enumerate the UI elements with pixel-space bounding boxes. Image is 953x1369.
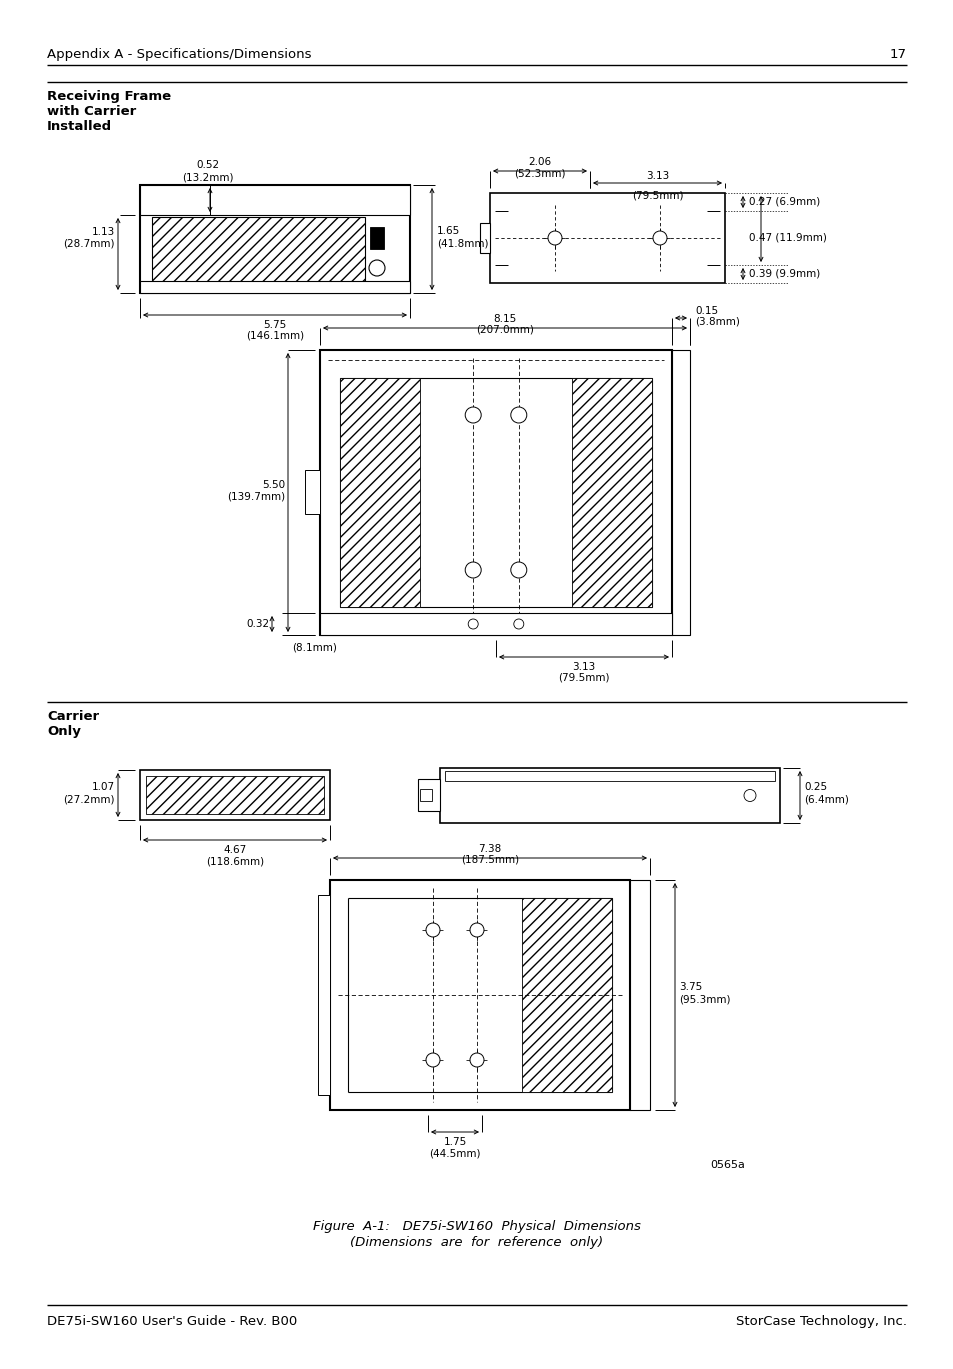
Circle shape	[743, 790, 755, 801]
Bar	[140, 185, 410, 215]
Bar	[330, 880, 629, 1110]
Text: 0.15: 0.15	[695, 307, 718, 316]
Text: 1.65: 1.65	[436, 226, 459, 235]
Text: StorCase Technology, Inc.: StorCase Technology, Inc.	[735, 1316, 906, 1328]
Bar	[479, 223, 490, 253]
Text: 1.13: 1.13	[91, 227, 115, 237]
Bar	[444, 771, 774, 780]
Text: (118.6mm): (118.6mm)	[206, 856, 264, 867]
Bar	[417, 779, 439, 810]
Circle shape	[510, 407, 526, 423]
Text: 1.07: 1.07	[91, 782, 115, 793]
Bar	[629, 880, 649, 1110]
Bar	[671, 350, 689, 635]
Bar	[140, 769, 330, 820]
Bar	[439, 768, 780, 823]
Bar	[305, 470, 319, 513]
Circle shape	[369, 260, 385, 277]
Text: 1.75: 1.75	[443, 1138, 466, 1147]
Text: (Dimensions  are  for  reference  only): (Dimensions are for reference only)	[350, 1236, 603, 1249]
Text: (207.0mm): (207.0mm)	[476, 324, 534, 335]
Text: (3.8mm): (3.8mm)	[695, 318, 740, 327]
Text: (27.2mm): (27.2mm)	[64, 794, 115, 804]
Text: (8.1mm): (8.1mm)	[292, 643, 336, 653]
Text: Installed: Installed	[47, 120, 112, 133]
Bar	[317, 895, 330, 1095]
Circle shape	[547, 231, 561, 245]
Text: Appendix A - Specifications/Dimensions: Appendix A - Specifications/Dimensions	[47, 48, 312, 62]
Text: 0.39 (9.9mm): 0.39 (9.9mm)	[748, 268, 820, 279]
Text: Receiving Frame: Receiving Frame	[47, 90, 171, 103]
Text: (44.5mm): (44.5mm)	[429, 1149, 480, 1158]
Circle shape	[470, 1053, 483, 1066]
Text: 0565a: 0565a	[709, 1160, 744, 1170]
Circle shape	[426, 923, 439, 936]
Text: 7.38: 7.38	[477, 845, 501, 854]
Bar	[146, 776, 324, 815]
Text: (79.5mm): (79.5mm)	[631, 192, 682, 201]
Bar	[152, 218, 365, 283]
Text: 0.25: 0.25	[803, 783, 826, 793]
Text: (13.2mm): (13.2mm)	[182, 172, 233, 182]
Circle shape	[468, 619, 477, 628]
Text: 0.52: 0.52	[196, 160, 219, 170]
Bar	[140, 281, 410, 293]
Bar	[339, 378, 419, 606]
Bar	[370, 227, 384, 249]
Circle shape	[426, 1053, 439, 1066]
Text: 0.47 (11.9mm): 0.47 (11.9mm)	[748, 233, 826, 244]
Text: 2.06: 2.06	[528, 157, 551, 167]
Text: Only: Only	[47, 726, 81, 738]
Bar	[419, 789, 432, 801]
Text: 0.27 (6.9mm): 0.27 (6.9mm)	[748, 197, 820, 207]
Text: (41.8mm): (41.8mm)	[436, 238, 488, 248]
Bar	[572, 378, 651, 606]
Text: 3.13: 3.13	[645, 171, 668, 181]
Circle shape	[510, 563, 526, 578]
Text: 8.15: 8.15	[493, 314, 517, 324]
Text: (79.5mm): (79.5mm)	[558, 674, 609, 683]
Bar	[521, 898, 612, 1092]
Bar	[490, 193, 724, 283]
Text: 17: 17	[889, 48, 906, 62]
Bar	[319, 613, 671, 635]
Text: (52.3mm): (52.3mm)	[514, 168, 565, 178]
Circle shape	[470, 923, 483, 936]
Text: 3.13: 3.13	[572, 663, 595, 672]
Text: 3.75: 3.75	[679, 982, 701, 993]
Circle shape	[514, 619, 523, 628]
Text: Carrier: Carrier	[47, 711, 99, 723]
Text: 5.75: 5.75	[263, 320, 286, 330]
Text: (187.5mm): (187.5mm)	[460, 856, 518, 865]
Text: 0.32: 0.32	[247, 619, 270, 628]
Circle shape	[465, 563, 480, 578]
Text: (139.7mm): (139.7mm)	[227, 491, 285, 501]
Circle shape	[465, 407, 480, 423]
Bar	[319, 350, 671, 635]
Text: (95.3mm): (95.3mm)	[679, 994, 730, 1003]
Text: Figure  A-1:   DE75i-SW160  Physical  Dimensions: Figure A-1: DE75i-SW160 Physical Dimensi…	[313, 1220, 640, 1233]
Text: (6.4mm): (6.4mm)	[803, 794, 848, 805]
Text: with Carrier: with Carrier	[47, 105, 136, 118]
Text: (146.1mm): (146.1mm)	[246, 331, 304, 341]
Text: (28.7mm): (28.7mm)	[64, 240, 115, 249]
Text: 4.67: 4.67	[223, 845, 247, 856]
Text: 5.50: 5.50	[262, 479, 285, 490]
Bar	[140, 185, 410, 293]
Circle shape	[652, 231, 666, 245]
Text: DE75i-SW160 User's Guide - Rev. B00: DE75i-SW160 User's Guide - Rev. B00	[47, 1316, 297, 1328]
